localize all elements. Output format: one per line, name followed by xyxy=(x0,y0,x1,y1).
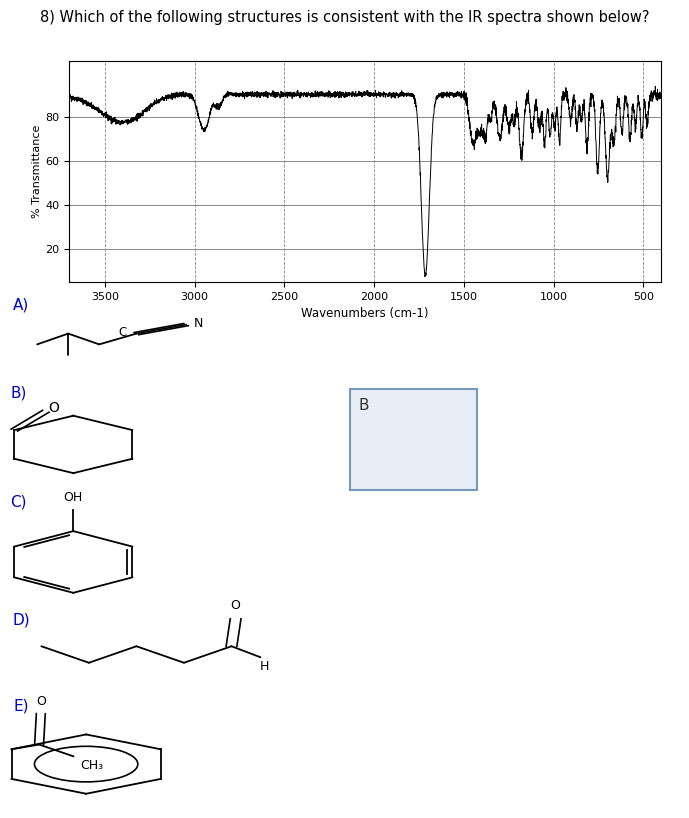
X-axis label: Wavenumbers (cm-1): Wavenumbers (cm-1) xyxy=(301,308,429,321)
Text: C): C) xyxy=(10,494,27,510)
Text: CH₃: CH₃ xyxy=(81,759,103,771)
Text: O: O xyxy=(231,600,240,613)
Text: D): D) xyxy=(12,613,30,627)
Text: A): A) xyxy=(12,298,29,312)
Text: B): B) xyxy=(10,386,27,401)
Text: H: H xyxy=(260,660,269,673)
Text: E): E) xyxy=(14,699,29,714)
Text: O: O xyxy=(48,401,59,415)
Text: N: N xyxy=(194,317,203,330)
Text: 8) Which of the following structures is consistent with the IR spectra shown bel: 8) Which of the following structures is … xyxy=(40,10,649,25)
Text: OH: OH xyxy=(63,491,83,504)
Text: C: C xyxy=(119,326,127,339)
Y-axis label: % Transmittance: % Transmittance xyxy=(32,125,42,218)
FancyBboxPatch shape xyxy=(350,389,477,491)
Text: B: B xyxy=(358,398,369,413)
Text: O: O xyxy=(36,694,45,708)
